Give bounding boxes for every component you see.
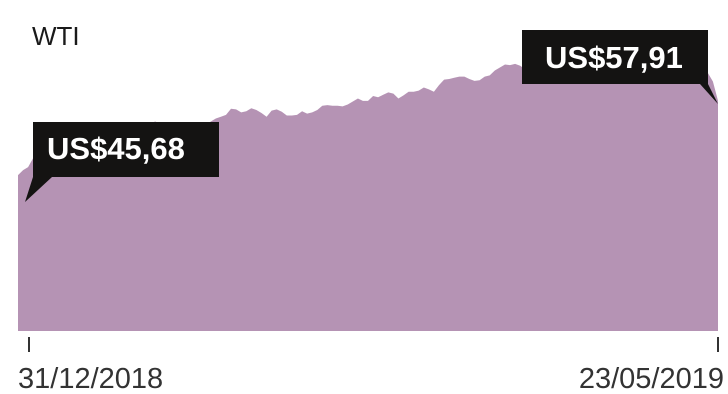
start-value-callout: US$45,68	[25, 122, 219, 202]
end-value-callout: US$57,91	[522, 30, 718, 104]
end-value-label: US$57,91	[545, 40, 683, 75]
chart-title: WTI	[32, 21, 80, 51]
end-callout-box	[522, 30, 718, 104]
x-tick-label-start: 31/12/2018	[18, 363, 163, 394]
start-callout-box	[25, 122, 219, 202]
x-tick-label-end: 23/05/2019	[579, 363, 724, 394]
price-area-series	[18, 41, 718, 332]
start-value-label: US$45,68	[47, 131, 185, 166]
